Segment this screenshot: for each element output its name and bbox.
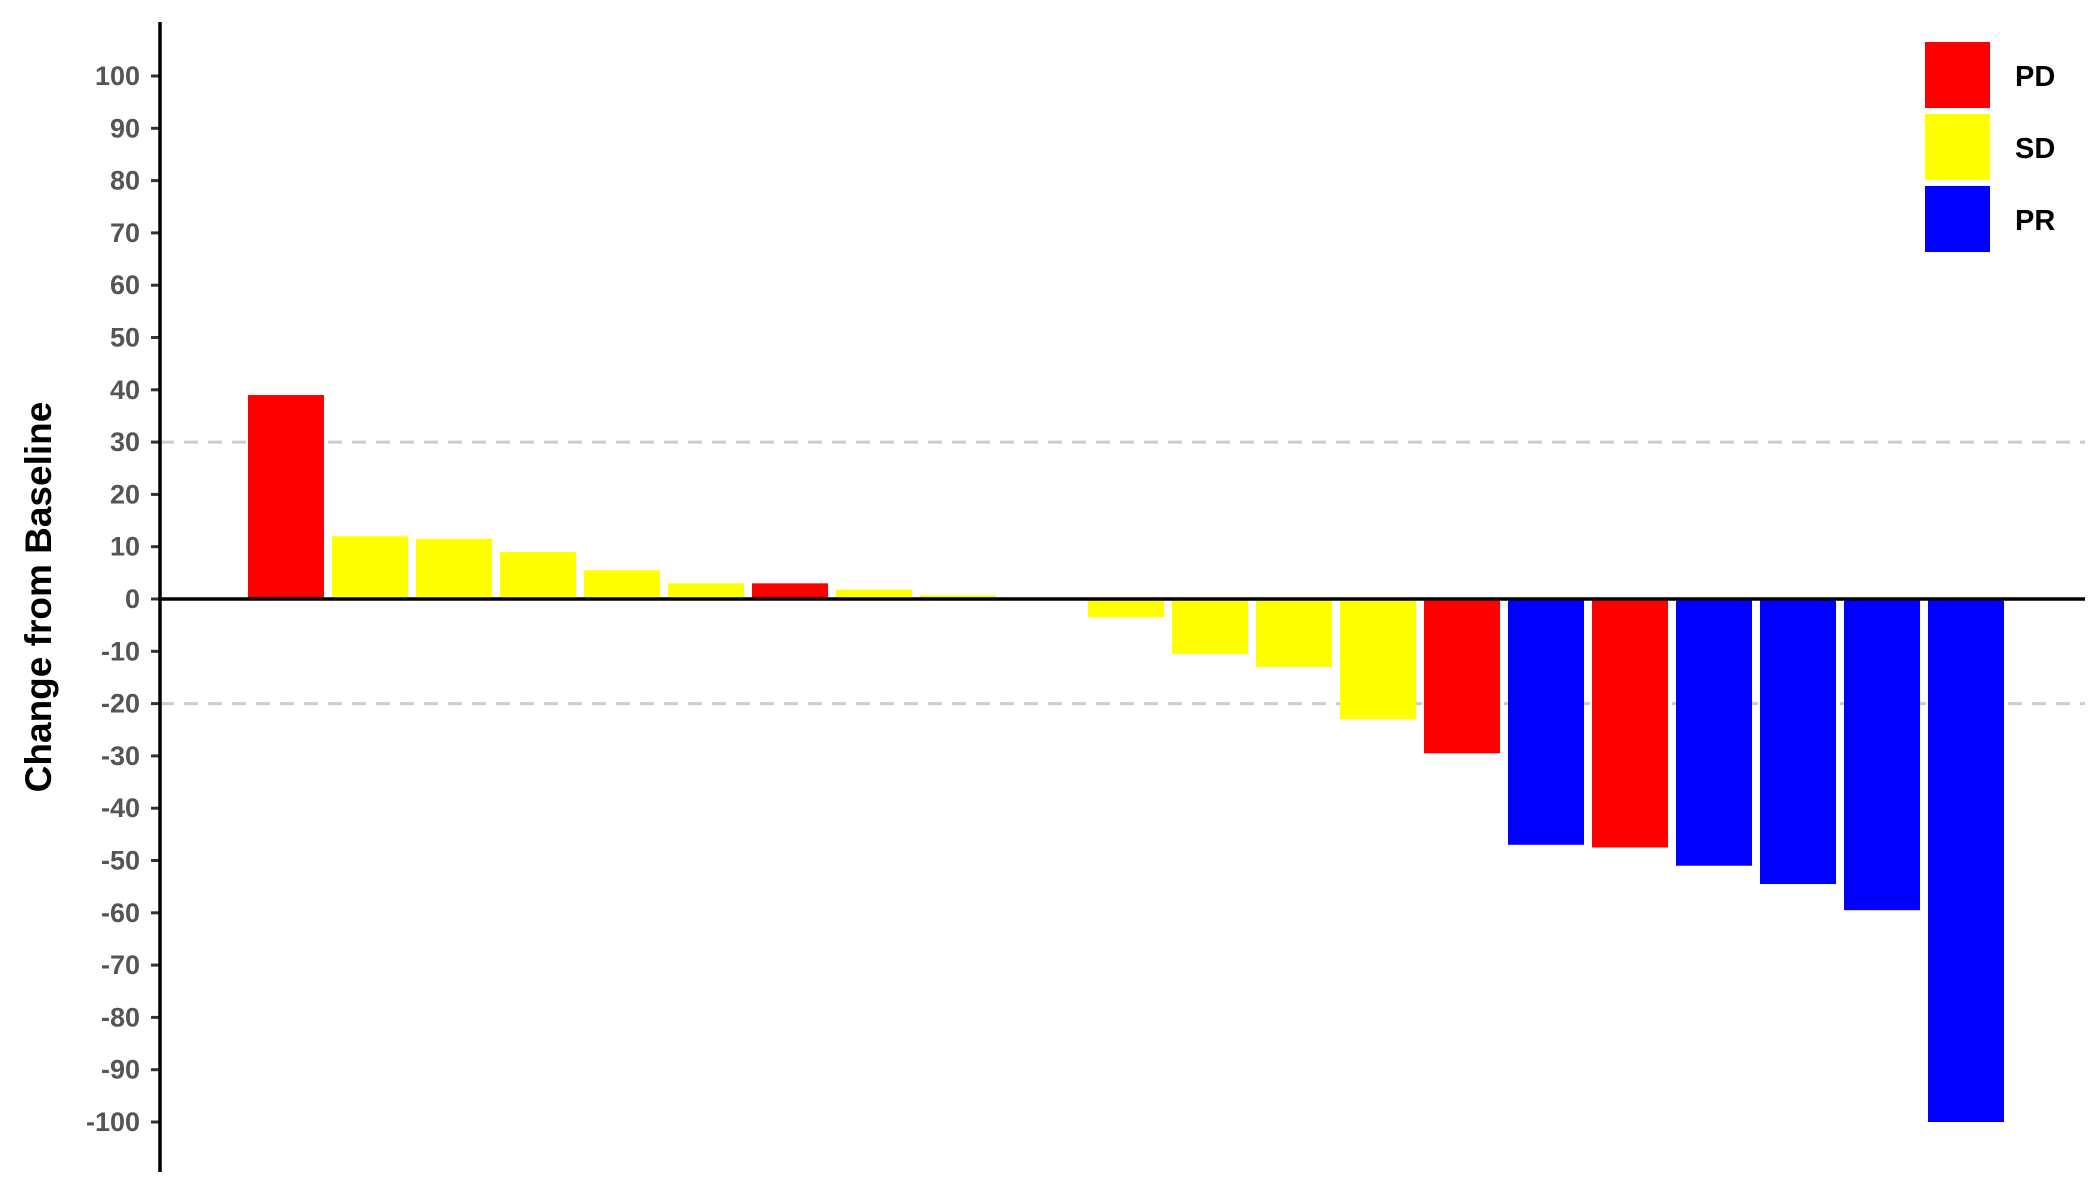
y-tick-label: 10 [110,532,140,562]
bar-2 [332,536,408,599]
y-tick-label: 0 [125,584,140,614]
bar-19 [1760,599,1836,885]
y-tick-label: 60 [110,270,140,300]
bar-6 [668,583,744,599]
bar-11 [1088,599,1164,618]
y-tick-label: 80 [110,166,140,196]
y-axis-ticks: 1009080706050403020100-10-20-30-40-50-60… [86,61,160,1137]
bar-7 [752,583,828,599]
y-tick-label: -100 [86,1107,140,1137]
y-tick-label: 30 [110,427,140,457]
bar-12 [1172,599,1248,654]
bar-21 [1928,599,2004,1122]
bar-16 [1508,599,1584,845]
y-axis-title: Change from Baseline [18,402,59,793]
y-tick-label: -40 [101,793,140,823]
legend-swatch-pd [1925,42,1990,108]
y-tick-label: -50 [101,846,140,876]
legend-swatch-pr [1925,186,1990,252]
bar-13 [1256,599,1332,667]
bar-8 [836,589,912,599]
y-tick-label: -70 [101,950,140,980]
bar-18 [1676,599,1752,866]
legend-label-pr: PR [2015,205,2055,237]
bar-20 [1844,599,1920,911]
bar-5 [584,570,660,599]
y-tick-label: 70 [110,218,140,248]
bar-9 [920,595,996,599]
bar-3 [416,538,492,599]
y-tick-label: -30 [101,741,140,771]
y-tick-label: -60 [101,898,140,928]
y-tick-label: -20 [101,689,140,719]
bars [248,395,2004,1122]
bar-4 [500,551,576,599]
y-tick-label: 20 [110,479,140,509]
y-tick-label: 50 [110,323,140,353]
bar-15 [1424,599,1500,754]
y-tick-label: 90 [110,113,140,143]
bar-14 [1340,599,1416,720]
y-tick-label: -90 [101,1055,140,1085]
y-tick-label: -10 [101,636,140,666]
bar-17 [1592,599,1668,848]
legend: PD SD PR [1925,42,2055,252]
y-tick-label: 100 [95,61,140,91]
bar-1 [248,395,324,599]
legend-swatch-sd [1925,114,1990,180]
legend-label-pd: PD [2015,61,2055,93]
y-tick-label: 40 [110,375,140,405]
legend-label-sd: SD [2015,133,2055,165]
y-tick-label: -80 [101,1002,140,1032]
reference-lines [160,440,2085,706]
